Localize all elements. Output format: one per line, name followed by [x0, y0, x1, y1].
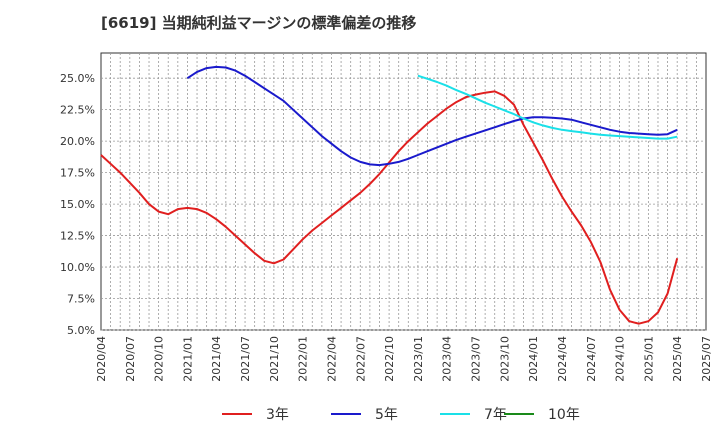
axis-layer: 5.0% 7.5% 10.0% 12.5% 15.0% 17.5% 20.0% 22.5% 25… [60, 72, 713, 382]
y-tick-label: 15.0% [60, 198, 95, 211]
x-tick-label: 2025/04 [671, 336, 684, 382]
legend: 3年 5年 7年 10年 [222, 407, 580, 423]
y-tick-label: 5.0% [67, 324, 95, 337]
series-line-2 [417, 74, 678, 140]
x-tick-label: 2021/04 [210, 336, 223, 382]
grid-layer [101, 53, 706, 331]
y-tick-label: 22.5% [60, 104, 95, 117]
x-tick-label: 2022/07 [354, 336, 367, 382]
x-tick-label: 2021/07 [239, 336, 252, 382]
series-layer [100, 65, 679, 325]
series-line-1 [186, 65, 678, 167]
x-tick-label: 2023/07 [470, 336, 483, 382]
x-tick-label: 2021/01 [181, 336, 194, 382]
x-tick-label: 2020/04 [95, 336, 108, 382]
x-tick-label: 2021/10 [268, 336, 281, 382]
series-line-0 [100, 90, 679, 325]
y-tick-label: 10.0% [60, 261, 95, 274]
y-tick-label: 7.5% [67, 293, 95, 306]
y-tick-label: 12.5% [60, 230, 95, 243]
x-tick-label: 2022/04 [325, 336, 338, 382]
y-tick-label: 25.0% [60, 72, 95, 85]
x-tick-label: 2023/01 [412, 336, 425, 382]
x-tick-label: 2025/07 [700, 336, 713, 382]
x-tick-label: 2024/10 [614, 336, 627, 382]
chart-title: [6619] 当期純利益マージンの標準偏差の推移 [101, 14, 417, 32]
x-tick-label: 2020/10 [153, 336, 166, 382]
x-tick-label: 2024/07 [585, 336, 598, 382]
x-tick-label: 2023/10 [498, 336, 511, 382]
legend-label-3: 10年 [548, 407, 580, 423]
plot-area [100, 52, 707, 331]
x-tick-label: 2024/01 [527, 336, 540, 382]
legend-label-1: 5年 [375, 407, 398, 423]
x-tick-label: 2025/01 [642, 336, 655, 382]
x-tick-label: 2023/04 [441, 336, 454, 382]
x-tick-label: 2020/07 [124, 336, 137, 382]
y-tick-label: 17.5% [60, 167, 95, 180]
x-tick-label: 2024/04 [556, 336, 569, 382]
x-tick-label: 2022/10 [383, 336, 396, 382]
legend-label-2: 7年 [484, 407, 507, 423]
x-tick-label: 2022/01 [297, 336, 310, 382]
y-tick-label: 20.0% [60, 135, 95, 148]
legend-label-0: 3年 [266, 407, 289, 423]
